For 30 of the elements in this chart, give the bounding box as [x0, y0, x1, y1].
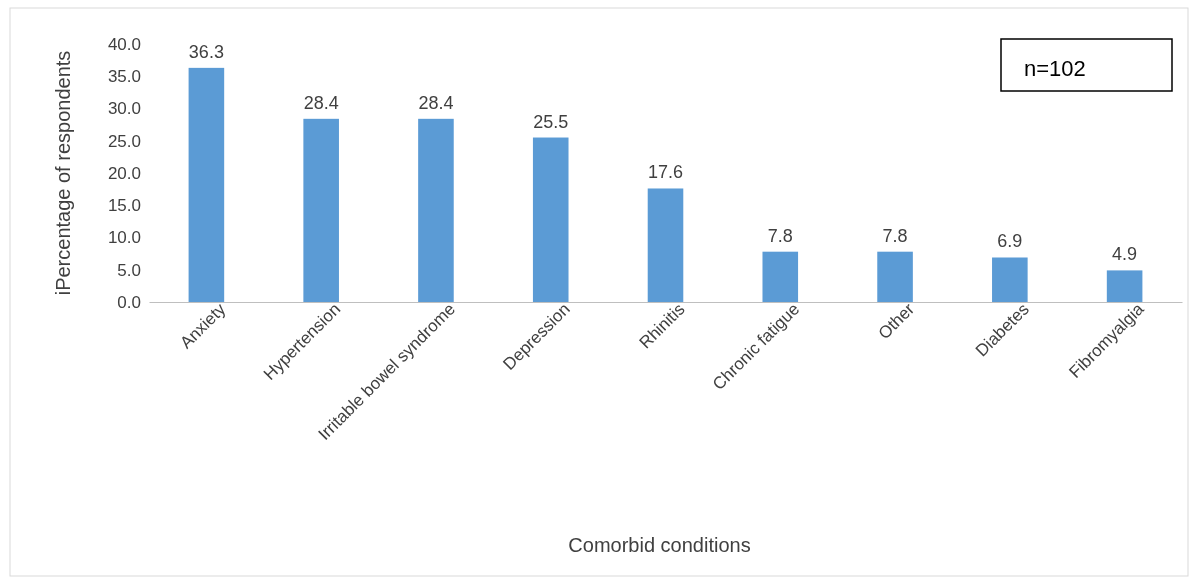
bar: [1106, 270, 1143, 302]
data-label: 36.3: [188, 41, 224, 62]
y-tick-label: 30.0: [107, 99, 141, 119]
y-tick-label: 10.0: [107, 228, 141, 248]
bar: [992, 257, 1028, 302]
bar: [303, 118, 339, 302]
y-tick-label: 40.0: [107, 34, 141, 54]
data-label: 25.5: [533, 111, 569, 132]
bar: [532, 137, 569, 302]
data-label: 7.8: [767, 225, 793, 246]
data-label: 28.4: [418, 92, 454, 113]
y-tick-label: 0.0: [117, 292, 141, 312]
bar: [762, 251, 799, 302]
bar: [647, 188, 684, 302]
data-label: 7.8: [882, 225, 908, 246]
y-tick-label: 35.0: [107, 67, 141, 87]
data-label: 17.6: [647, 162, 684, 183]
y-tick-label: 20.0: [107, 163, 141, 183]
bar: [418, 118, 454, 302]
data-label: 4.9: [1112, 244, 1138, 265]
annotation: n=102: [1024, 56, 1086, 81]
data-label: 28.4: [303, 92, 339, 113]
bar: [877, 251, 913, 302]
y-tick-label: 25.0: [107, 131, 141, 151]
y-axis-title: iPercentage of respondents: [52, 50, 74, 296]
data-label: 6.9: [997, 231, 1023, 252]
y-tick-label: 15.0: [107, 196, 141, 216]
y-tick-label: 5.0: [117, 260, 141, 280]
bar: [188, 67, 225, 302]
x-axis-title: Comorbid conditions: [568, 534, 751, 556]
